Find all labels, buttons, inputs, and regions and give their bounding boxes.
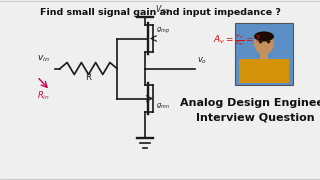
Text: $R_{in}$: $R_{in}$ bbox=[37, 89, 50, 102]
Text: R: R bbox=[85, 73, 92, 82]
Ellipse shape bbox=[254, 32, 274, 54]
Text: Find small signal gain and input impedance ?: Find small signal gain and input impedan… bbox=[40, 8, 280, 17]
Bar bbox=[260, 51, 268, 59]
Bar bbox=[235, 23, 293, 85]
Ellipse shape bbox=[254, 31, 274, 41]
Text: $V_{DD}$: $V_{DD}$ bbox=[155, 3, 170, 16]
Text: $v_o$: $v_o$ bbox=[197, 56, 207, 66]
Text: Analog Design Engineer
Interview Question: Analog Design Engineer Interview Questio… bbox=[180, 98, 320, 122]
Text: $A_v = \frac{v_o}{v_{in}} = ?$: $A_v = \frac{v_o}{v_{in}} = ?$ bbox=[213, 32, 261, 48]
Text: $g_{mp}$: $g_{mp}$ bbox=[156, 25, 170, 35]
Text: $v_{in}$: $v_{in}$ bbox=[37, 53, 50, 64]
Text: $g_{mn}$: $g_{mn}$ bbox=[156, 102, 170, 111]
Bar bbox=[239, 59, 289, 83]
